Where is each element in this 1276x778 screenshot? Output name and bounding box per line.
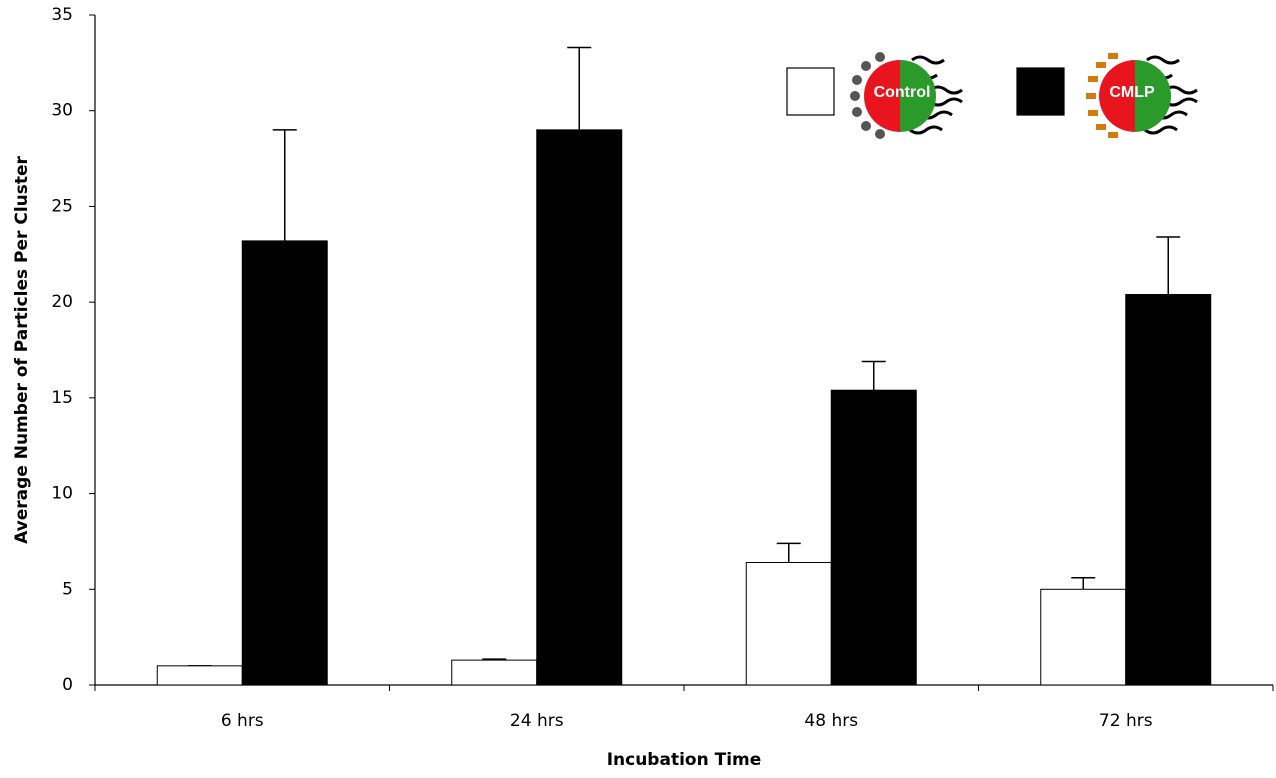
bar <box>830 389 917 686</box>
bar <box>156 665 243 686</box>
legend-swatch <box>1016 67 1065 116</box>
x-tick-label: 24 hrs <box>510 711 564 731</box>
y-tick-label: 0 <box>62 675 73 695</box>
y-tick-label: 10 <box>51 484 73 504</box>
x-tick-label: 72 hrs <box>1099 711 1153 731</box>
legend-swatch <box>786 67 835 116</box>
bar <box>536 129 623 686</box>
bar <box>745 561 832 686</box>
legend-icon <box>850 52 1198 139</box>
y-tick-label: 15 <box>51 388 73 408</box>
bar <box>1125 293 1212 686</box>
y-tick-label: 25 <box>51 196 73 216</box>
x-axis-title: Incubation Time <box>607 750 762 770</box>
bar <box>241 240 328 686</box>
y-tick-label: 30 <box>51 101 73 121</box>
bar <box>1040 588 1127 686</box>
bar <box>451 659 538 686</box>
x-tick-label: 6 hrs <box>221 711 264 731</box>
y-axis-title: Average Number of Particles Per Cluster <box>12 155 32 543</box>
legend-label: CMLP <box>1109 84 1155 101</box>
y-tick-label: 35 <box>51 5 73 25</box>
x-tick-label: 48 hrs <box>804 711 858 731</box>
legend-label: Control <box>874 84 931 101</box>
y-tick-label: 20 <box>51 292 73 312</box>
y-tick-label: 5 <box>62 579 73 599</box>
